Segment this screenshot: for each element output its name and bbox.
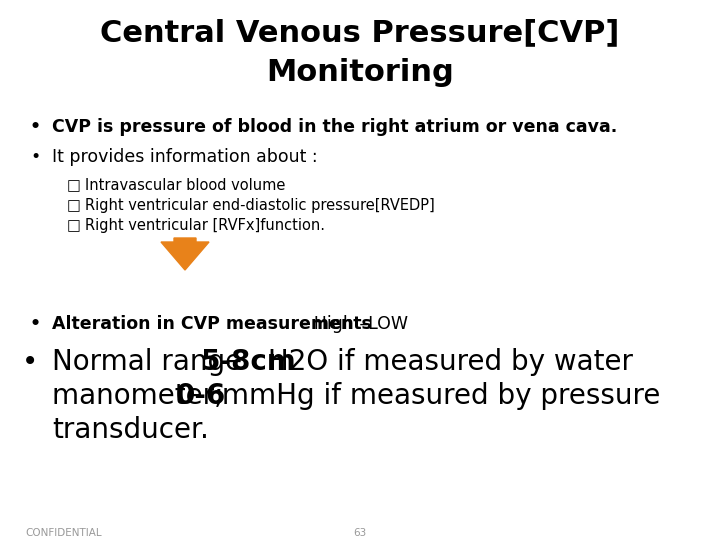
Text: □: □ bbox=[67, 178, 81, 193]
Text: CONFIDENTIAL: CONFIDENTIAL bbox=[25, 528, 102, 538]
Text: manometer;: manometer; bbox=[52, 382, 233, 410]
Text: Right ventricular end-diastolic pressure[RVEDP]: Right ventricular end-diastolic pressure… bbox=[85, 198, 435, 213]
Text: Intravascular blood volume: Intravascular blood volume bbox=[85, 178, 285, 193]
Text: •: • bbox=[30, 315, 41, 333]
Text: Alteration in CVP measurements: Alteration in CVP measurements bbox=[52, 315, 372, 333]
Text: □: □ bbox=[67, 218, 81, 233]
Text: •: • bbox=[30, 148, 40, 166]
Text: – High –LOW: – High –LOW bbox=[294, 315, 408, 333]
Text: Right ventricular [RVFx]function.: Right ventricular [RVFx]function. bbox=[85, 218, 325, 233]
Text: transducer.: transducer. bbox=[52, 416, 209, 444]
Text: Monitoring: Monitoring bbox=[266, 58, 454, 87]
Text: CVP is pressure of blood in the right atrium or vena cava.: CVP is pressure of blood in the right at… bbox=[52, 118, 617, 136]
Text: 63: 63 bbox=[354, 528, 366, 538]
Text: •: • bbox=[30, 118, 41, 136]
Text: H2O if measured by water: H2O if measured by water bbox=[259, 348, 633, 376]
Text: Central Venous Pressure[CVP]: Central Venous Pressure[CVP] bbox=[100, 18, 620, 47]
Text: 0-6: 0-6 bbox=[176, 382, 226, 410]
Text: It provides information about :: It provides information about : bbox=[52, 148, 318, 166]
FancyArrow shape bbox=[161, 238, 209, 270]
Text: □: □ bbox=[67, 198, 81, 213]
Text: Normal range: Normal range bbox=[52, 348, 251, 376]
Text: •: • bbox=[22, 348, 38, 376]
Text: 5-8cm: 5-8cm bbox=[201, 348, 297, 376]
Text: mmHg if measured by pressure: mmHg if measured by pressure bbox=[213, 382, 660, 410]
